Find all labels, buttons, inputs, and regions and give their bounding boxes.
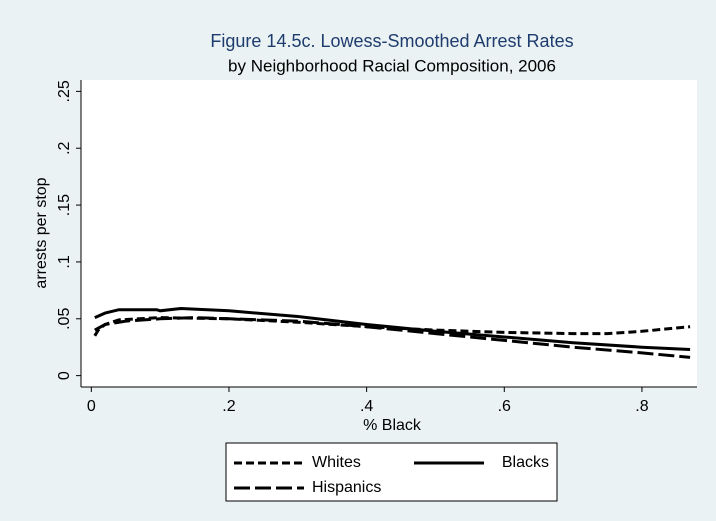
y-tick-label: .1	[56, 255, 73, 268]
x-tick-label: .6	[498, 398, 511, 415]
x-tick-label: .8	[635, 398, 648, 415]
legend-label: Hispanics	[312, 479, 381, 496]
chart-subtitle: by Neighborhood Racial Composition, 2006	[228, 56, 556, 75]
y-tick-label: .2	[56, 141, 73, 154]
chart-title: Figure 14.5c. Lowess-Smoothed Arrest Rat…	[210, 31, 573, 51]
line-series	[94, 306, 691, 351]
y-tick-label: .15	[56, 194, 73, 216]
x-tick-label: .2	[222, 398, 235, 415]
y-axis-label: arrests per stop	[33, 177, 50, 288]
legend-label: Whites	[312, 454, 361, 471]
y-tick-label: 0	[56, 371, 73, 380]
x-tick-label: .4	[360, 398, 373, 415]
y-tick-label: .25	[56, 80, 73, 102]
legend	[225, 442, 558, 502]
line-series	[94, 316, 691, 359]
y-tick-label: .05	[56, 308, 73, 330]
x-axis-label: % Black	[363, 417, 422, 434]
plot-area	[81, 80, 697, 387]
x-tick-label: 0	[87, 398, 96, 415]
legend-label: Blacks	[502, 454, 549, 471]
